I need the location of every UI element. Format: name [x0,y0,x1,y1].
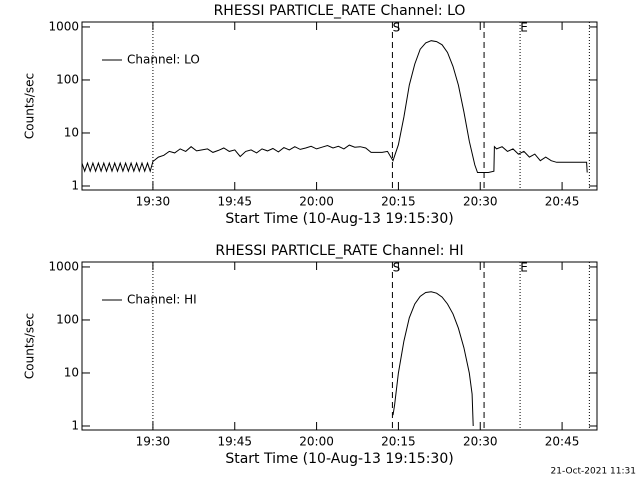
x-tick-label: 20:15 [381,195,416,209]
legend-label: Channel: HI [127,293,197,307]
data-line [392,291,474,427]
x-tick-label: 19:45 [217,435,252,449]
event-label: E [520,21,528,35]
x-tick-label: 20:45 [545,195,580,209]
x-tick-label: 20:15 [381,435,416,449]
y-tick-label: 100 [56,72,79,86]
plot-frame [81,21,598,191]
x-tick-label: 20:45 [545,435,580,449]
x-tick-label: 20:30 [463,435,498,449]
y-tick-label: 1 [71,178,79,192]
x-tick-label: 19:30 [136,195,171,209]
x-tick-label: 20:00 [299,195,334,209]
y-tick-label: 10 [64,125,79,139]
y-tick-label: 1 [71,418,79,432]
chart-title: RHESSI PARTICLE_RATE Channel: HI [215,243,463,259]
event-label: E [520,261,528,275]
event-label: S [393,21,401,35]
x-tick-label: 19:30 [136,435,171,449]
x-tick-label: 20:30 [463,195,498,209]
data-line [81,40,588,173]
y-axis-label: Counts/sec [23,73,37,139]
event-label: S [393,261,401,275]
legend-label: Channel: LO [127,53,200,67]
y-tick-label: 1000 [48,259,79,273]
y-tick-label: 100 [56,312,79,326]
plot-frame [81,261,598,431]
x-axis-label: Start Time (10-Aug-13 19:15:30) [225,211,453,227]
y-tick-label: 10 [64,365,79,379]
chart-title: RHESSI PARTICLE_RATE Channel: LO [214,3,466,19]
x-axis-label: Start Time (10-Aug-13 19:15:30) [225,451,453,467]
x-tick-label: 19:45 [217,195,252,209]
footer: 21-Oct-2021 11:31 [551,467,636,477]
y-tick-label: 1000 [48,19,79,33]
y-axis-label: Counts/sec [23,313,37,379]
x-tick-label: 20:00 [299,435,334,449]
